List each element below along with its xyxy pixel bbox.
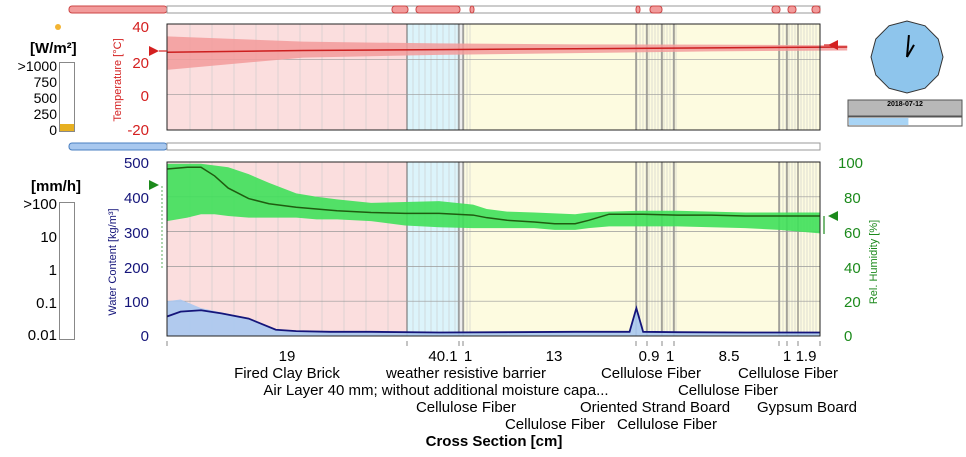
temp-tick-20: 20: [132, 55, 149, 72]
material-label-cellulose-4: Cellulose Fiber: [416, 399, 516, 416]
rain-scale-bar: [59, 202, 75, 340]
layer-bg-1-4: [636, 162, 647, 336]
layer-bg-0-4: [636, 24, 647, 130]
rain-tick-100: >100: [23, 196, 57, 213]
material-label-cellulose-6: Cellulose Fiber: [617, 416, 717, 433]
clock-hour-hand: [906, 34, 910, 58]
wc-tick-400: 400: [124, 190, 149, 207]
sun-icon: [55, 24, 61, 30]
rh-tick-0: 0: [844, 328, 852, 345]
rel-humidity-axis-title: Rel. Humidity [%]: [868, 220, 880, 304]
wc-tick-0: 0: [141, 328, 149, 345]
rel-humidity-line: [166, 166, 820, 225]
rain-tick-0-01: 0.01: [27, 327, 57, 344]
thickness-label-1a: 1: [464, 348, 472, 365]
radiation-scale-bar: [59, 62, 75, 132]
material-label-gypsum: Gypsum Board: [757, 399, 857, 416]
rain-tick-10: 10: [40, 229, 57, 246]
radiation-tick-500: 500: [33, 90, 57, 106]
layer-bg-1-3: [463, 162, 636, 336]
material-label-air-layer: Air Layer 40 mm; without additional mois…: [263, 382, 608, 399]
layer-bg-1-7: [674, 162, 779, 336]
material-label-cellulose-5: Cellulose Fiber: [505, 416, 605, 433]
temp-strip-left: [68, 5, 168, 14]
temp-strip-seg-1: [415, 5, 461, 14]
thickness-label-13: 13: [546, 348, 563, 365]
rh-tick-80: 80: [844, 190, 861, 207]
thickness-label-1b: 1: [666, 348, 674, 365]
wc-tick-300: 300: [124, 225, 149, 242]
material-label-cellulose-3: Cellulose Fiber: [678, 382, 778, 399]
rh-tick-100: 100: [838, 155, 863, 172]
layer-bg-1-10: [798, 162, 820, 336]
temp-strip-seg-6: [787, 5, 797, 14]
temp-tick-40: 40: [132, 19, 149, 36]
temperature-plot-frame: [166, 23, 821, 131]
date-bar: [847, 99, 963, 117]
temperature-axis-title: Temperature [°C]: [112, 38, 124, 121]
temp-strip-seg-7: [811, 5, 821, 14]
thickness-label-1c: 1: [783, 348, 791, 365]
material-label-osb: Oriented Strand Board: [580, 399, 730, 416]
rh-marker-right: [828, 211, 838, 221]
clock-minute-hand: [906, 44, 915, 58]
temp-tick-0: 0: [141, 88, 149, 105]
temp-strip-seg-3: [635, 5, 641, 14]
radiation-tick-0: 0: [49, 122, 57, 138]
rh-tick-20: 20: [844, 294, 861, 311]
layer-bg-1-1: [407, 162, 459, 336]
radiation-tick-1000: >1000: [17, 58, 57, 74]
thickness-label-1-9: 1.9: [796, 348, 817, 365]
temperature-line: [166, 46, 848, 54]
layer-bg-1-9: [787, 162, 798, 336]
thickness-label-40-1: 40.1: [428, 348, 457, 365]
rain-tick-1: 1: [48, 262, 57, 279]
temp-strip-seg-0: [391, 5, 409, 14]
x-axis-title: Cross Section [cm]: [426, 433, 563, 450]
layer-bg-0-3: [463, 24, 636, 130]
temp-strip-main: [166, 5, 821, 14]
thickness-label-19: 19: [279, 348, 296, 365]
temp-strip-seg-2: [469, 5, 475, 14]
date-label: 2018-07-12: [887, 101, 923, 108]
layer-bg-0-9: [787, 24, 798, 130]
material-label-wrb: weather resistive barrier: [385, 365, 546, 382]
radiation-scale-fill: [60, 124, 74, 131]
wc-tick-100: 100: [124, 294, 149, 311]
material-label-fired-clay-brick: Fired Clay Brick: [234, 365, 340, 382]
radiation-tick-750: 750: [33, 74, 57, 90]
layer-bg-0-7: [674, 24, 779, 130]
thickness-label-8-5: 8.5: [719, 348, 740, 365]
rain-scale-title: [mm/h]: [31, 178, 81, 195]
rh-tick-40: 40: [844, 260, 861, 277]
temp-tick-neg20: -20: [127, 122, 149, 139]
progress-bar-fill: [849, 118, 909, 125]
water-content-line: [166, 304, 820, 334]
rh-tick-60: 60: [844, 225, 861, 242]
temp-marker-left: [149, 46, 159, 56]
moisture-plot-frame: [166, 161, 821, 337]
clock-widget: [870, 20, 944, 94]
rel-humidity-band: [167, 163, 820, 234]
material-label-cellulose-2: Cellulose Fiber: [738, 365, 838, 382]
moisture-strip-main: [166, 142, 821, 151]
rain-tick-0-1: 0.1: [36, 295, 57, 312]
wc-tick-500: 500: [124, 155, 149, 172]
temp-strip-seg-5: [771, 5, 781, 14]
water-content-axis-title: Water Content [kg/m³]: [107, 208, 119, 315]
layer-bg-1-6: [662, 162, 674, 336]
temp-strip-seg-4: [649, 5, 663, 14]
radiation-scale-title: [W/m²]: [30, 40, 77, 57]
radiation-tick-250: 250: [33, 106, 57, 122]
thickness-label-0-9: 0.9: [639, 348, 660, 365]
temperature-band: [167, 36, 848, 70]
moisture-strip-left: [68, 142, 168, 151]
layer-bg-0-1: [407, 24, 459, 130]
material-label-cellulose-1: Cellulose Fiber: [601, 365, 701, 382]
rh-marker-left: [149, 180, 159, 190]
wc-tick-200: 200: [124, 260, 149, 277]
